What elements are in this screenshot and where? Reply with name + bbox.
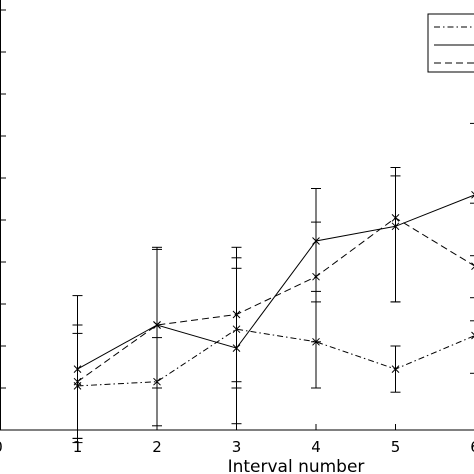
series-dashed — [72, 167, 474, 439]
series-line — [77, 328, 474, 387]
data-point-marker — [153, 321, 161, 329]
axes: 0 1 2 3 4 5 6 — [0, 0, 474, 456]
series-layer — [72, 122, 474, 444]
data-point-marker — [391, 365, 400, 373]
x-tick-label: 4 — [311, 438, 321, 456]
x-tick-label: 1 — [73, 438, 83, 456]
x-tick-label: 3 — [232, 438, 242, 456]
data-point-marker — [232, 310, 241, 319]
legend — [427, 13, 474, 73]
x-tick-label: 0 — [0, 438, 3, 456]
data-point-marker — [471, 190, 474, 199]
x-tick-label: 5 — [391, 438, 401, 456]
x-tick-label: 2 — [152, 438, 162, 456]
series-line — [77, 194, 474, 370]
data-point-marker — [391, 214, 400, 222]
x-axis-label: Interval number — [228, 457, 365, 474]
series-solid — [72, 122, 474, 444]
x-tick-label: 6 — [470, 438, 474, 456]
legend-box — [427, 13, 474, 73]
data-point-marker — [312, 272, 320, 281]
data-point-marker — [471, 331, 474, 340]
series-dash-dot — [72, 267, 474, 439]
series-line — [77, 217, 474, 383]
data-point-marker — [471, 262, 474, 271]
data-point-marker — [73, 377, 82, 386]
